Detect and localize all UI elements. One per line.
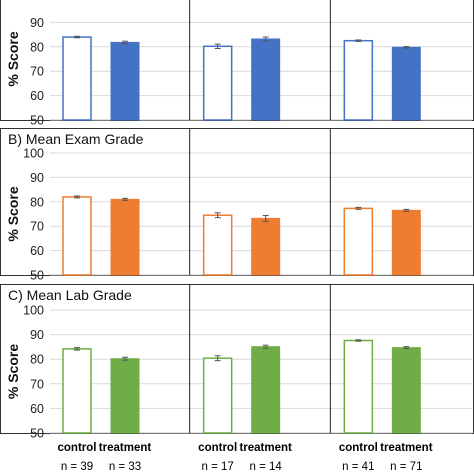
x-label-treatment: treatment bbox=[380, 442, 433, 454]
treatment-bar bbox=[391, 209, 421, 276]
y-tick-label: 80 bbox=[30, 353, 44, 367]
y-tick-label: 50 bbox=[30, 269, 44, 283]
y-tick-label: 80 bbox=[30, 40, 44, 54]
treatment-bar bbox=[391, 347, 421, 434]
control-bar bbox=[343, 207, 374, 276]
panel-title: B) Mean Exam Grade bbox=[8, 131, 144, 147]
control-bar bbox=[62, 196, 92, 276]
y-tick-label: 100 bbox=[23, 147, 44, 161]
x-label-control: control bbox=[198, 442, 237, 454]
x-label-treatment: treatment bbox=[99, 442, 152, 454]
y-axis-label: % Score bbox=[5, 344, 21, 399]
control-bar bbox=[343, 339, 374, 434]
y-tick-label: 60 bbox=[30, 244, 44, 258]
panel-title: C) Mean Lab Grade bbox=[8, 287, 132, 303]
n-count-control: n = 39 bbox=[61, 461, 93, 473]
treatment-bar bbox=[251, 38, 281, 121]
n-count-treatment: n = 33 bbox=[109, 461, 141, 473]
y-tick-label: 50 bbox=[30, 114, 44, 128]
control-bar bbox=[202, 214, 233, 276]
y-tick-label: 70 bbox=[30, 65, 44, 79]
control-bar bbox=[343, 39, 374, 121]
y-tick-label: 80 bbox=[30, 195, 44, 209]
y-tick-label: 100 bbox=[23, 304, 44, 318]
n-count-treatment: n = 71 bbox=[390, 461, 422, 473]
y-tick-label: 90 bbox=[30, 171, 44, 185]
chart-panel-1: 50 60 70 80 90 % Score bbox=[0, 0, 474, 128]
control-bar bbox=[62, 36, 92, 121]
n-count-control: n = 17 bbox=[202, 461, 234, 473]
y-tick-label: 70 bbox=[30, 220, 44, 234]
chart-panel-3: 50 60 70 80 90 100 % Score C) Mean Lab Grade bbox=[0, 284, 474, 441]
x-label-control: control bbox=[339, 442, 378, 454]
x-label-treatment: treatment bbox=[239, 442, 292, 454]
y-tick-label: 90 bbox=[30, 328, 44, 342]
treatment-bar bbox=[110, 358, 140, 434]
treatment-bar bbox=[251, 217, 281, 276]
control-bar bbox=[62, 348, 92, 434]
control-bar bbox=[202, 357, 233, 434]
y-tick-label: 60 bbox=[30, 89, 44, 103]
x-label-control: control bbox=[58, 442, 97, 454]
treatment-bar bbox=[110, 41, 140, 121]
treatment-bar bbox=[251, 346, 281, 434]
treatment-bar bbox=[110, 198, 140, 276]
chart-panel-2: 50 60 70 80 90 100 % Score B) Mean Exam Grade bbox=[0, 128, 474, 283]
y-tick-label: 50 bbox=[30, 427, 44, 441]
n-count-treatment: n = 14 bbox=[250, 461, 283, 473]
y-axis-label: % Score bbox=[5, 31, 21, 86]
y-tick-label: 90 bbox=[30, 16, 44, 30]
y-tick-label: 70 bbox=[30, 377, 44, 391]
y-tick-label: 60 bbox=[30, 402, 44, 416]
treatment-bar bbox=[391, 46, 421, 121]
n-count-control: n = 41 bbox=[342, 461, 374, 473]
y-axis-label: % Score bbox=[5, 186, 21, 241]
control-bar bbox=[202, 45, 233, 121]
